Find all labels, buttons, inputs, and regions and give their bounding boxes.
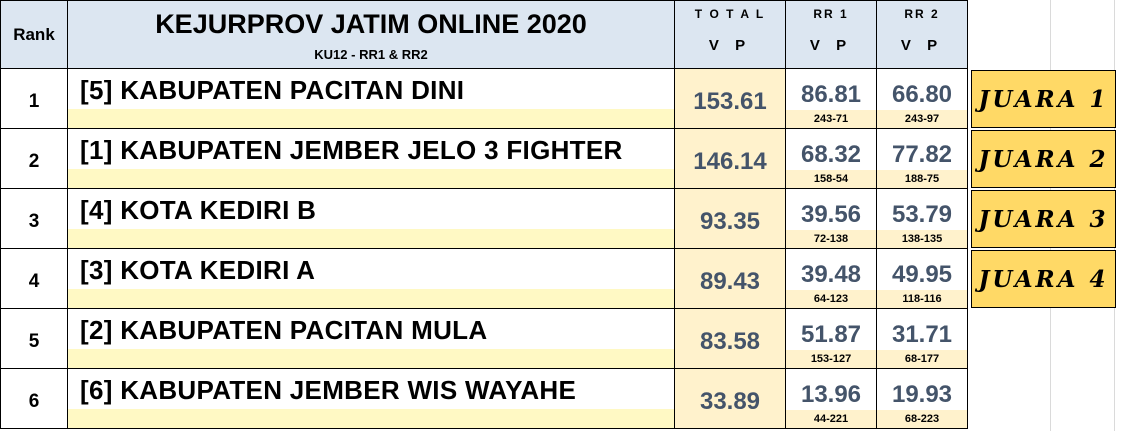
rr1-cell: 51.87 153-127 — [786, 309, 877, 369]
rr2-header: RR 2 V P — [877, 0, 968, 69]
rr2-cell: 19.93 68-223 — [877, 369, 968, 429]
team-name: [2] KABUPATEN PACITAN MULA — [80, 315, 488, 345]
rr1-vp: 39.56 — [800, 201, 862, 228]
award-badge: JUARA 2 — [971, 130, 1116, 188]
award-badge: JUARA 1 — [971, 70, 1116, 128]
team-cell: [5] KABUPATEN PACITAN DINI — [68, 69, 675, 129]
rr1-score: 72-138 — [786, 230, 876, 248]
rr1-vp: 51.87 — [800, 321, 862, 348]
award-badge: JUARA 3 — [971, 190, 1116, 248]
team-name: [4] KOTA KEDIRI B — [80, 195, 317, 225]
total-vp: 89.43 — [675, 249, 786, 309]
rr1-cell: 68.32 158-54 — [786, 129, 877, 189]
rr2-vp: 19.93 — [891, 381, 953, 408]
rr2-score: 68-177 — [877, 350, 967, 368]
team-cell: [1] KABUPATEN JEMBER JELO 3 FIGHTER — [68, 129, 675, 189]
rr1-cell: 13.96 44-221 — [786, 369, 877, 429]
team-cell: [2] KABUPATEN PACITAN MULA — [68, 309, 675, 369]
rr2-cell: 77.82 188-75 — [877, 129, 968, 189]
rr2-score: 138-135 — [877, 230, 967, 248]
rr2-cell: 31.71 68-177 — [877, 309, 968, 369]
team-strip — [68, 289, 674, 308]
rr1-header: RR 1 V P — [786, 0, 877, 69]
team-strip — [68, 409, 674, 428]
rr1-score: 153-127 — [786, 350, 876, 368]
rank-cell: 4 — [0, 249, 68, 309]
team-name: [5] KABUPATEN PACITAN DINI — [80, 75, 465, 105]
team-cell: [6] KABUPATEN JEMBER WIS WAYAHE — [68, 369, 675, 429]
team-strip — [68, 349, 674, 368]
team-strip — [68, 169, 674, 188]
rr2-vp: 53.79 — [891, 201, 953, 228]
total-vp: 93.35 — [675, 189, 786, 249]
rr1-cell: 39.56 72-138 — [786, 189, 877, 249]
award-badge: JUARA 4 — [971, 250, 1116, 308]
total-unit: V P — [708, 37, 752, 54]
award-label: JUARA 1 — [978, 85, 1109, 113]
rr1-cell: 86.81 243-71 — [786, 69, 877, 129]
team-cell: [4] KOTA KEDIRI B — [68, 189, 675, 249]
rr2-score: 243-97 — [877, 110, 967, 128]
rr2-vp: 31.71 — [891, 321, 953, 348]
award-label: JUARA 3 — [978, 205, 1109, 233]
rr1-score: 158-54 — [786, 170, 876, 188]
rr1-unit: V P — [809, 37, 853, 54]
rr1-cell: 39.48 64-123 — [786, 249, 877, 309]
team-name: [3] KOTA KEDIRI A — [80, 255, 316, 285]
team-strip — [68, 109, 674, 128]
team-strip — [68, 229, 674, 248]
team-name: [6] KABUPATEN JEMBER WIS WAYAHE — [80, 375, 577, 405]
team-name: [1] KABUPATEN JEMBER JELO 3 FIGHTER — [80, 135, 623, 165]
rr2-vp: 77.82 — [891, 141, 953, 168]
team-cell: [3] KOTA KEDIRI A — [68, 249, 675, 309]
rr1-score: 64-123 — [786, 290, 876, 308]
rr1-label: RR 1 — [813, 7, 849, 21]
rank-cell: 6 — [0, 369, 68, 429]
rr2-cell: 66.80 243-97 — [877, 69, 968, 129]
rr1-vp: 86.81 — [800, 81, 862, 108]
rr2-score: 118-116 — [877, 290, 967, 308]
total-vp: 83.58 — [675, 309, 786, 369]
page-title: KEJURPROV JATIM ONLINE 2020 — [155, 9, 587, 39]
rr1-vp: 39.48 — [800, 261, 862, 288]
rank-cell: 2 — [0, 129, 68, 189]
rank-header: Rank — [0, 0, 68, 69]
rr2-unit: V P — [900, 37, 944, 54]
page-subtitle: KU12 - RR1 & RR2 — [314, 47, 428, 62]
total-vp: 33.89 — [675, 369, 786, 429]
rank-cell: 3 — [0, 189, 68, 249]
rr2-score: 188-75 — [877, 170, 967, 188]
rr2-label: RR 2 — [904, 7, 940, 21]
title-header: KEJURPROV JATIM ONLINE 2020 KU12 - RR1 &… — [68, 0, 675, 69]
rr1-score: 44-221 — [786, 410, 876, 428]
total-header: T O T A L V P — [675, 0, 786, 69]
award-label: JUARA 2 — [978, 145, 1109, 173]
total-label: T O T A L — [694, 7, 766, 21]
rank-cell: 1 — [0, 69, 68, 129]
rr2-vp: 66.80 — [891, 81, 953, 108]
award-label: JUARA 4 — [978, 265, 1109, 293]
rr2-cell: 53.79 138-135 — [877, 189, 968, 249]
rank-cell: 5 — [0, 309, 68, 369]
rr1-vp: 13.96 — [800, 381, 862, 408]
rr1-score: 243-71 — [786, 110, 876, 128]
total-vp: 153.61 — [675, 69, 786, 129]
rr2-score: 68-223 — [877, 410, 967, 428]
total-vp: 146.14 — [675, 129, 786, 189]
rr2-cell: 49.95 118-116 — [877, 249, 968, 309]
rr2-vp: 49.95 — [891, 261, 953, 288]
rr1-vp: 68.32 — [800, 141, 862, 168]
